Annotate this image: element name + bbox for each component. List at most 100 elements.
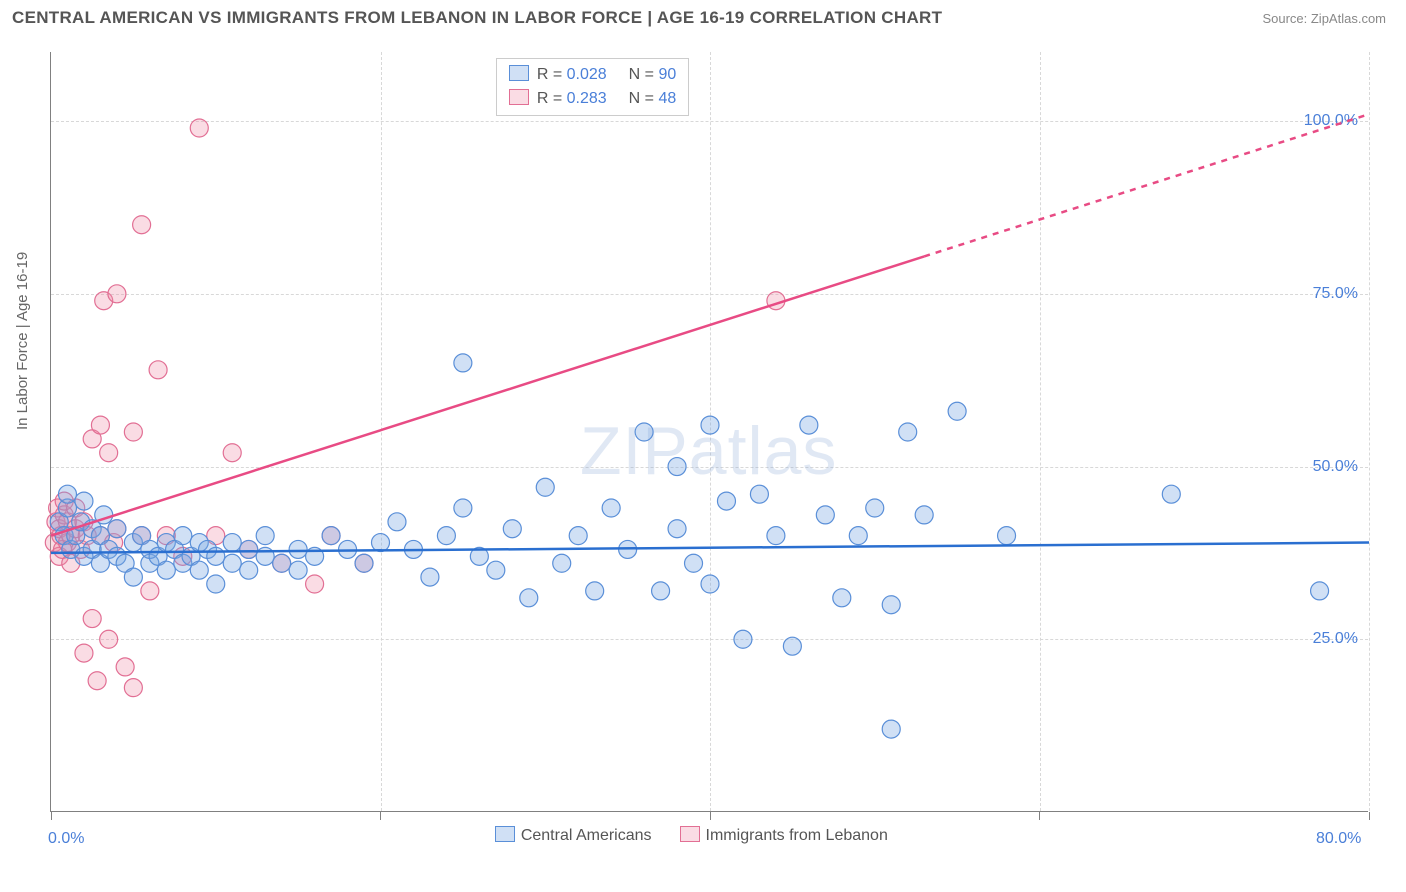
scatter-point: [355, 554, 373, 572]
scatter-point: [437, 527, 455, 545]
legend-swatch: [680, 826, 700, 842]
scatter-point: [882, 720, 900, 738]
scatter-point: [421, 568, 439, 586]
scatter-point: [190, 119, 208, 137]
scatter-point: [157, 561, 175, 579]
legend-swatch: [495, 826, 515, 842]
trend-line-dashed: [924, 114, 1369, 256]
scatter-point: [388, 513, 406, 531]
x-tick-mark: [51, 812, 52, 820]
title-bar: CENTRAL AMERICAN VS IMMIGRANTS FROM LEBA…: [0, 8, 1406, 28]
scatter-point: [569, 527, 587, 545]
scatter-point: [124, 679, 142, 697]
scatter-point: [602, 499, 620, 517]
chart-title: CENTRAL AMERICAN VS IMMIGRANTS FROM LEBA…: [12, 8, 942, 28]
scatter-point: [915, 506, 933, 524]
legend-swatch: [509, 89, 529, 105]
scatter-point: [141, 582, 159, 600]
scatter-point: [882, 596, 900, 614]
scatter-point: [306, 575, 324, 593]
x-tick-mark: [380, 812, 381, 820]
scatter-point: [635, 423, 653, 441]
scatter-point: [124, 423, 142, 441]
scatter-point: [91, 416, 109, 434]
scatter-point: [75, 644, 93, 662]
legend-r-value: 0.283: [567, 90, 607, 107]
scatter-point: [256, 527, 274, 545]
scatter-point: [800, 416, 818, 434]
scatter-point: [289, 540, 307, 558]
legend-n-label: N =: [629, 90, 659, 107]
scatter-point: [520, 589, 538, 607]
scatter-point: [717, 492, 735, 510]
legend-top: R = 0.028N = 90R = 0.283N = 48: [496, 58, 689, 116]
scatter-point: [273, 554, 291, 572]
x-tick-mark: [1039, 812, 1040, 820]
scatter-point: [849, 527, 867, 545]
scatter-point: [701, 575, 719, 593]
scatter-point: [1311, 582, 1329, 600]
legend-n-value: 90: [658, 66, 676, 83]
scatter-point: [866, 499, 884, 517]
y-axis-label: In Labor Force | Age 16-19: [14, 252, 31, 430]
scatter-point: [816, 506, 834, 524]
legend-item: Central Americans: [495, 826, 652, 845]
scatter-point: [58, 485, 76, 503]
x-tick-label: 80.0%: [1316, 830, 1361, 848]
legend-swatch: [509, 65, 529, 81]
scatter-point: [553, 554, 571, 572]
x-tick-label: 0.0%: [48, 830, 84, 848]
scatter-point: [503, 520, 521, 538]
scatter-point: [948, 402, 966, 420]
scatter-point: [322, 527, 340, 545]
scatter-point: [750, 485, 768, 503]
source-label: Source: ZipAtlas.com: [1262, 11, 1386, 26]
legend-r-value: 0.028: [567, 66, 607, 83]
legend-r-label: R =: [537, 66, 567, 83]
scatter-point: [83, 610, 101, 628]
scatter-point: [100, 630, 118, 648]
scatter-point: [240, 561, 258, 579]
scatter-point: [767, 527, 785, 545]
x-tick-mark: [1369, 812, 1370, 820]
legend-n-value: 48: [658, 90, 676, 107]
scatter-point: [652, 582, 670, 600]
scatter-point: [668, 520, 686, 538]
scatter-point: [223, 444, 241, 462]
scatter-point: [100, 444, 118, 462]
grid-v: [1369, 52, 1370, 811]
plot-area: ZIPatlas R = 0.028N = 90R = 0.283N = 48 …: [50, 52, 1368, 812]
scatter-point: [998, 527, 1016, 545]
scatter-point: [668, 458, 686, 476]
scatter-point: [586, 582, 604, 600]
scatter-point: [240, 540, 258, 558]
scatter-point: [1162, 485, 1180, 503]
scatter-point: [223, 534, 241, 552]
scatter-point: [174, 527, 192, 545]
scatter-point: [108, 520, 126, 538]
legend-row: R = 0.028N = 90: [509, 63, 676, 87]
scatter-point: [289, 561, 307, 579]
scatter-point: [372, 534, 390, 552]
scatter-point: [207, 575, 225, 593]
legend-row: R = 0.283 N = 48: [509, 87, 676, 111]
scatter-point: [701, 416, 719, 434]
scatter-point: [685, 554, 703, 572]
legend-item: Immigrants from Lebanon: [680, 826, 888, 845]
scatter-point: [124, 568, 142, 586]
x-tick-mark: [710, 812, 711, 820]
scatter-point: [75, 492, 93, 510]
chart-svg: [51, 52, 1368, 811]
scatter-point: [899, 423, 917, 441]
trend-line: [51, 256, 924, 535]
legend-bottom: Central Americans Immigrants from Lebanon: [495, 826, 888, 845]
scatter-point: [487, 561, 505, 579]
scatter-point: [133, 216, 151, 234]
scatter-point: [207, 547, 225, 565]
scatter-point: [536, 478, 554, 496]
scatter-point: [88, 672, 106, 690]
scatter-point: [149, 361, 167, 379]
scatter-point: [454, 499, 472, 517]
scatter-point: [833, 589, 851, 607]
legend-r-label: R =: [537, 90, 567, 107]
